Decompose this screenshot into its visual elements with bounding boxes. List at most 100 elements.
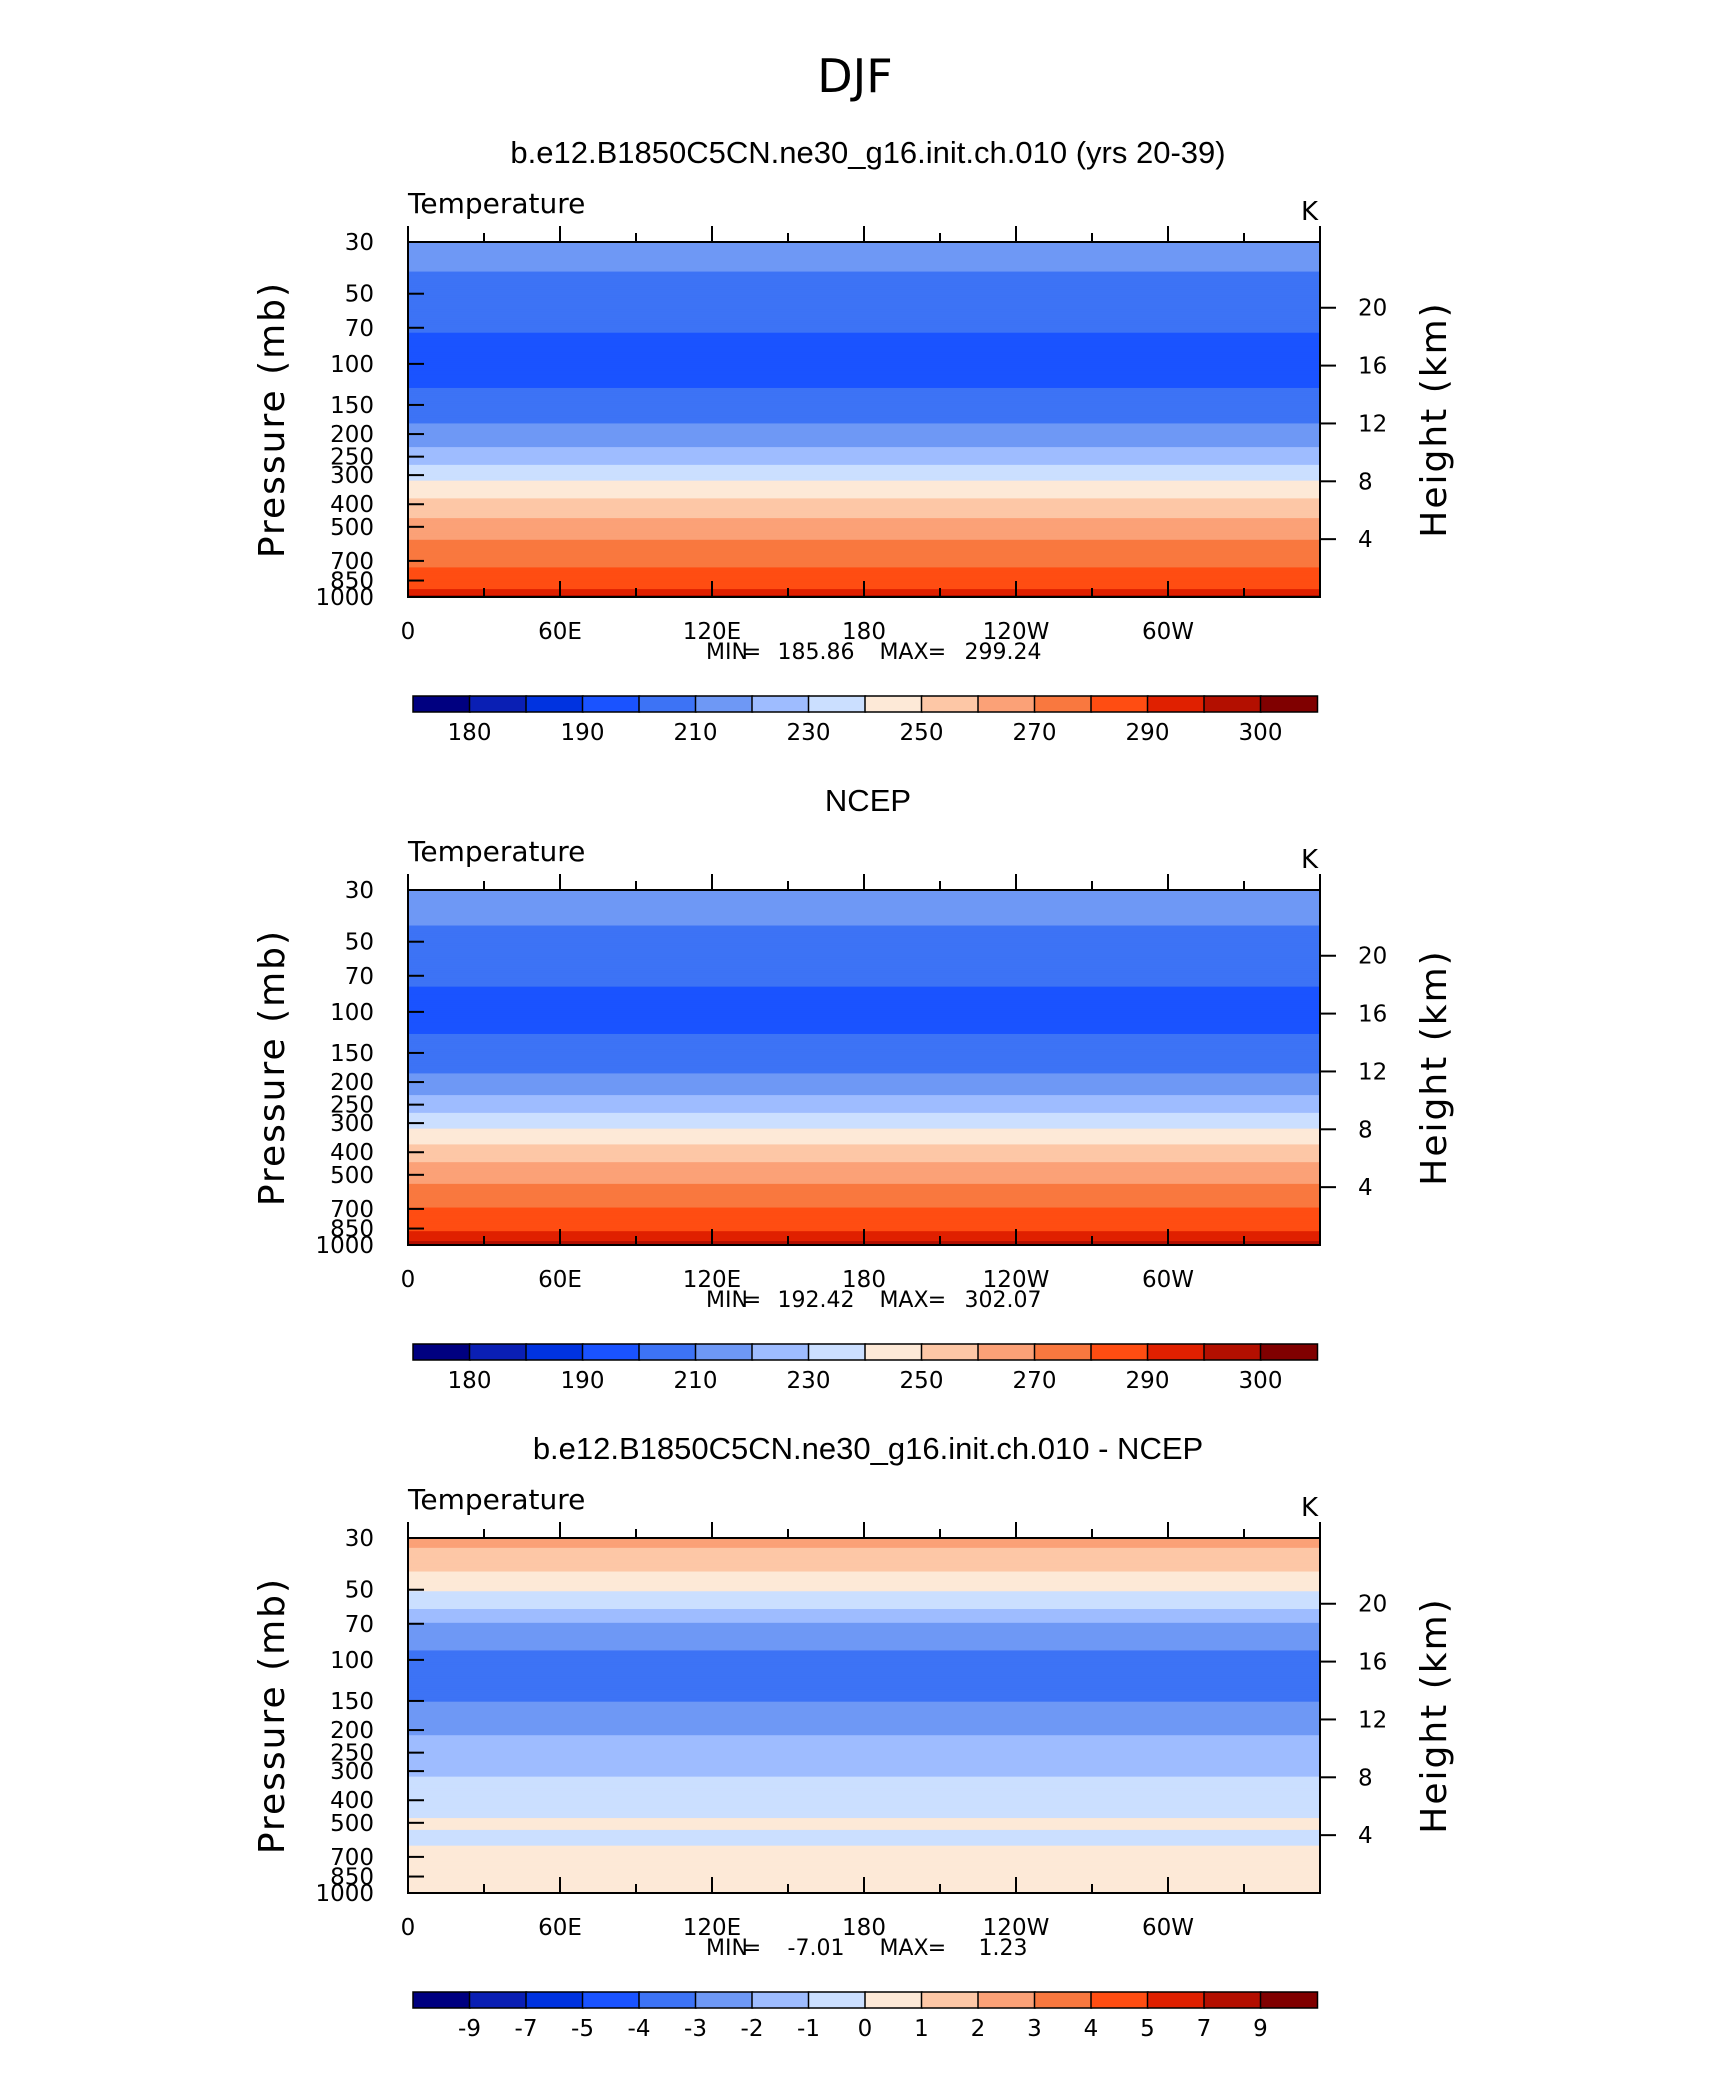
x-tick-label: 120W bbox=[983, 619, 1050, 645]
field-band bbox=[408, 303, 1320, 306]
colorbar-swatch bbox=[694, 1343, 754, 1361]
field-band bbox=[408, 890, 1320, 893]
field-band bbox=[408, 1126, 1320, 1130]
field-band bbox=[408, 1784, 1320, 1788]
field-band bbox=[408, 344, 1320, 348]
field-band bbox=[408, 1211, 1320, 1215]
field-band bbox=[408, 435, 1320, 438]
field-band bbox=[408, 506, 1320, 509]
field-band bbox=[408, 1164, 1320, 1167]
x-tick-label: 60E bbox=[538, 619, 582, 645]
field-band bbox=[408, 567, 1320, 570]
x-tick-label: 60W bbox=[1142, 1267, 1194, 1293]
field-band bbox=[408, 577, 1320, 580]
field-band bbox=[408, 535, 1320, 539]
field-band bbox=[408, 1106, 1320, 1110]
colorbar-swatch bbox=[638, 1343, 697, 1361]
field-band bbox=[408, 1175, 1320, 1179]
field-band bbox=[408, 1195, 1320, 1199]
field-band bbox=[408, 1063, 1320, 1067]
field-band bbox=[408, 1150, 1320, 1153]
field-band bbox=[408, 313, 1320, 316]
units-label: K bbox=[1301, 845, 1319, 875]
field-band bbox=[408, 929, 1320, 933]
field-band bbox=[408, 524, 1320, 527]
field-band bbox=[408, 516, 1320, 519]
field-band bbox=[408, 1749, 1320, 1752]
panel-title: b.e12.B1850C5CN.ne30_g16.init.ch.010 - N… bbox=[533, 1431, 1203, 1466]
field-band bbox=[408, 1798, 1320, 1801]
field-band bbox=[408, 1541, 1320, 1545]
y-tick-label: 700 bbox=[330, 1845, 374, 1871]
field-band bbox=[408, 518, 1320, 521]
field-band bbox=[408, 429, 1320, 432]
field-band bbox=[408, 458, 1320, 462]
field-band bbox=[408, 1549, 1320, 1553]
field-band bbox=[408, 1642, 1320, 1646]
y-tick-label: 150 bbox=[330, 393, 374, 419]
colorbar-swatch bbox=[751, 695, 810, 713]
field-band bbox=[408, 1097, 1320, 1100]
field-band bbox=[408, 573, 1320, 576]
x-tick-label: 120W bbox=[983, 1915, 1050, 1941]
field-band bbox=[408, 1839, 1320, 1843]
field-band bbox=[408, 1573, 1320, 1577]
y-tick-label: 250 bbox=[330, 445, 374, 471]
field-band bbox=[408, 547, 1320, 551]
field-band bbox=[408, 543, 1320, 547]
field-band bbox=[408, 1179, 1320, 1183]
colorbar-swatch bbox=[468, 695, 528, 713]
y-tick-label: 400 bbox=[330, 1788, 374, 1814]
field-band bbox=[408, 1800, 1320, 1803]
field-band bbox=[408, 988, 1320, 992]
field-band bbox=[408, 1630, 1320, 1634]
field-band bbox=[408, 1539, 1320, 1543]
y-tick-label: 300 bbox=[330, 1759, 374, 1785]
field-band bbox=[408, 957, 1320, 960]
y2-tick-label: 20 bbox=[1358, 296, 1387, 322]
field-band bbox=[408, 1768, 1320, 1772]
field-band bbox=[408, 899, 1320, 903]
field-band bbox=[408, 1674, 1320, 1677]
field-band bbox=[408, 1085, 1320, 1088]
field-band bbox=[408, 1059, 1320, 1063]
field-band bbox=[408, 1148, 1320, 1151]
field-band bbox=[408, 968, 1320, 972]
field-band bbox=[408, 1624, 1320, 1628]
colorbar-swatch bbox=[751, 1343, 810, 1361]
field-band bbox=[408, 1547, 1320, 1551]
field-band bbox=[408, 565, 1320, 569]
colorbar-label: 250 bbox=[900, 720, 944, 746]
field-band bbox=[408, 1032, 1320, 1035]
y-tick-label: 500 bbox=[330, 515, 374, 541]
colorbar-label: 300 bbox=[1239, 720, 1283, 746]
field-band bbox=[408, 1140, 1320, 1144]
max-label: MAX bbox=[879, 1288, 928, 1313]
colorbar: -9 -7 -5 -4 -3 -2 -1 0 1 2 3 4 5 7 9 bbox=[412, 1991, 1319, 2042]
field-band bbox=[408, 1083, 1320, 1086]
field-band bbox=[408, 482, 1320, 486]
variable-label: Temperature bbox=[407, 835, 585, 868]
colorbar-swatch bbox=[1259, 1991, 1319, 2009]
y-tick-label: 70 bbox=[345, 964, 374, 990]
field-band bbox=[408, 1193, 1320, 1197]
field-band bbox=[408, 1610, 1320, 1614]
field-band bbox=[408, 1719, 1320, 1723]
field-band bbox=[408, 992, 1320, 996]
field-band bbox=[408, 1752, 1320, 1756]
field-band bbox=[408, 1829, 1320, 1833]
temperature-field bbox=[408, 890, 1320, 1246]
field-band bbox=[408, 1747, 1320, 1750]
colorbar-swatch bbox=[638, 695, 697, 713]
temperature-field bbox=[408, 242, 1320, 598]
field-band bbox=[408, 437, 1320, 440]
field-band bbox=[408, 1136, 1320, 1140]
field-band bbox=[408, 259, 1320, 263]
field-band bbox=[408, 320, 1320, 324]
max-value: 299.24 bbox=[965, 640, 1042, 665]
field-band bbox=[408, 1764, 1320, 1768]
field-band bbox=[408, 913, 1320, 917]
field-band bbox=[408, 1709, 1320, 1713]
field-band bbox=[408, 1792, 1320, 1795]
field-band bbox=[408, 1028, 1320, 1031]
